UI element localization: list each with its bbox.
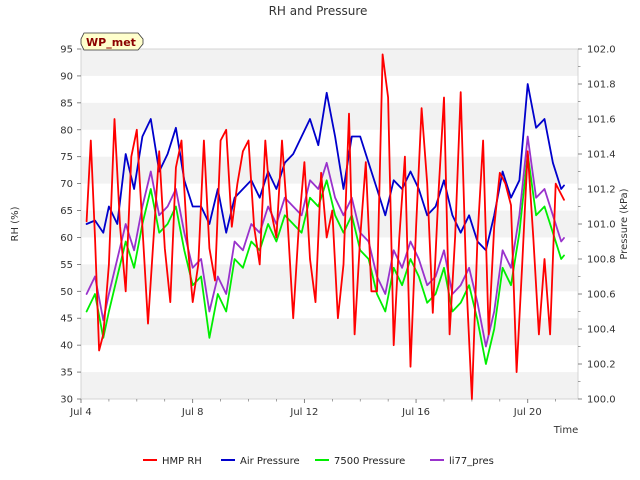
site-badge: WP_met bbox=[80, 32, 144, 51]
y-left-tick-label: 70 bbox=[60, 179, 73, 190]
y-right-tick-label: 100.0 bbox=[587, 395, 616, 406]
x-tick-label: Jul 4 bbox=[69, 407, 92, 418]
right-axis: 100.0 100.2 100.4 100.6 100.8 101.0 101.2 101.4… bbox=[578, 45, 616, 406]
site-badge-label: WP_met bbox=[86, 36, 136, 49]
series-line-air-pressure bbox=[85, 83, 565, 252]
y-left-tick-label: 60 bbox=[60, 233, 73, 244]
y-right-tick-label: 101.8 bbox=[587, 80, 616, 91]
grid-band bbox=[81, 264, 578, 292]
series-layer bbox=[85, 53, 565, 400]
y-right-tick-label: 100.4 bbox=[587, 325, 616, 336]
y-left-tick-label: 85 bbox=[60, 98, 73, 109]
y-left-tick-label: 30 bbox=[60, 395, 73, 406]
x-tick-label: Jul 8 bbox=[181, 407, 204, 418]
x-axis: Jul 4 Jul 8 Jul 12 Jul 16 Jul 20 bbox=[69, 399, 556, 418]
y-left-tick-label: 35 bbox=[60, 368, 73, 379]
left-axis: 30 35 40 45 50 55 60 65 70 75 80 85 90 95 bbox=[60, 45, 81, 406]
legend-label-hmp-rh: HMP RH bbox=[162, 456, 202, 467]
y-left-tick-label: 90 bbox=[60, 71, 73, 82]
grid-band bbox=[81, 372, 578, 399]
y-right-tick-label: 100.6 bbox=[587, 290, 616, 301]
y-right-tick-label: 102.0 bbox=[587, 45, 616, 56]
y-left-tick-label: 65 bbox=[60, 206, 73, 217]
grid-band bbox=[81, 49, 578, 76]
legend-label-7500-pressure: 7500 Pressure bbox=[334, 456, 405, 467]
x-tick-label: Jul 16 bbox=[401, 407, 430, 418]
y-left-tick-label: 40 bbox=[60, 341, 73, 352]
y-left-tick-label: 50 bbox=[60, 287, 73, 298]
y-left-tick-label: 45 bbox=[60, 314, 73, 325]
y-left-tick-label: 80 bbox=[60, 125, 73, 136]
y-right-tick-label: 101.0 bbox=[587, 220, 616, 231]
site-badge-shape bbox=[80, 32, 144, 51]
x-tick-label: Jul 20 bbox=[513, 407, 542, 418]
series-line-hmp-rh bbox=[85, 53, 565, 400]
legend-label-air-pressure: Air Pressure bbox=[240, 456, 300, 467]
y-left-tick-label: 75 bbox=[60, 152, 73, 163]
y-right-tick-label: 100.8 bbox=[587, 255, 616, 266]
x-axis-title: Time bbox=[553, 425, 578, 436]
y-axis-left-title: RH (%) bbox=[10, 206, 21, 241]
chart-title: RH and Pressure bbox=[269, 4, 368, 18]
y-left-tick-label: 95 bbox=[60, 45, 73, 56]
series-line-7500-pressure bbox=[85, 153, 565, 365]
y-left-tick-label: 55 bbox=[60, 260, 73, 271]
y-axis-right-title: Pressure (kPa) bbox=[619, 188, 630, 259]
y-right-tick-label: 101.2 bbox=[587, 185, 616, 196]
x-tick-label: Jul 12 bbox=[289, 407, 318, 418]
y-right-tick-label: 101.4 bbox=[587, 150, 616, 161]
grid-band bbox=[81, 318, 578, 346]
legend-label-li77-pres: li77_pres bbox=[449, 456, 494, 467]
legend: HMP RH Air Pressure 7500 Pressure li77_pres bbox=[143, 456, 494, 467]
y-right-tick-label: 101.6 bbox=[587, 115, 616, 126]
y-right-tick-label: 100.2 bbox=[587, 360, 616, 371]
